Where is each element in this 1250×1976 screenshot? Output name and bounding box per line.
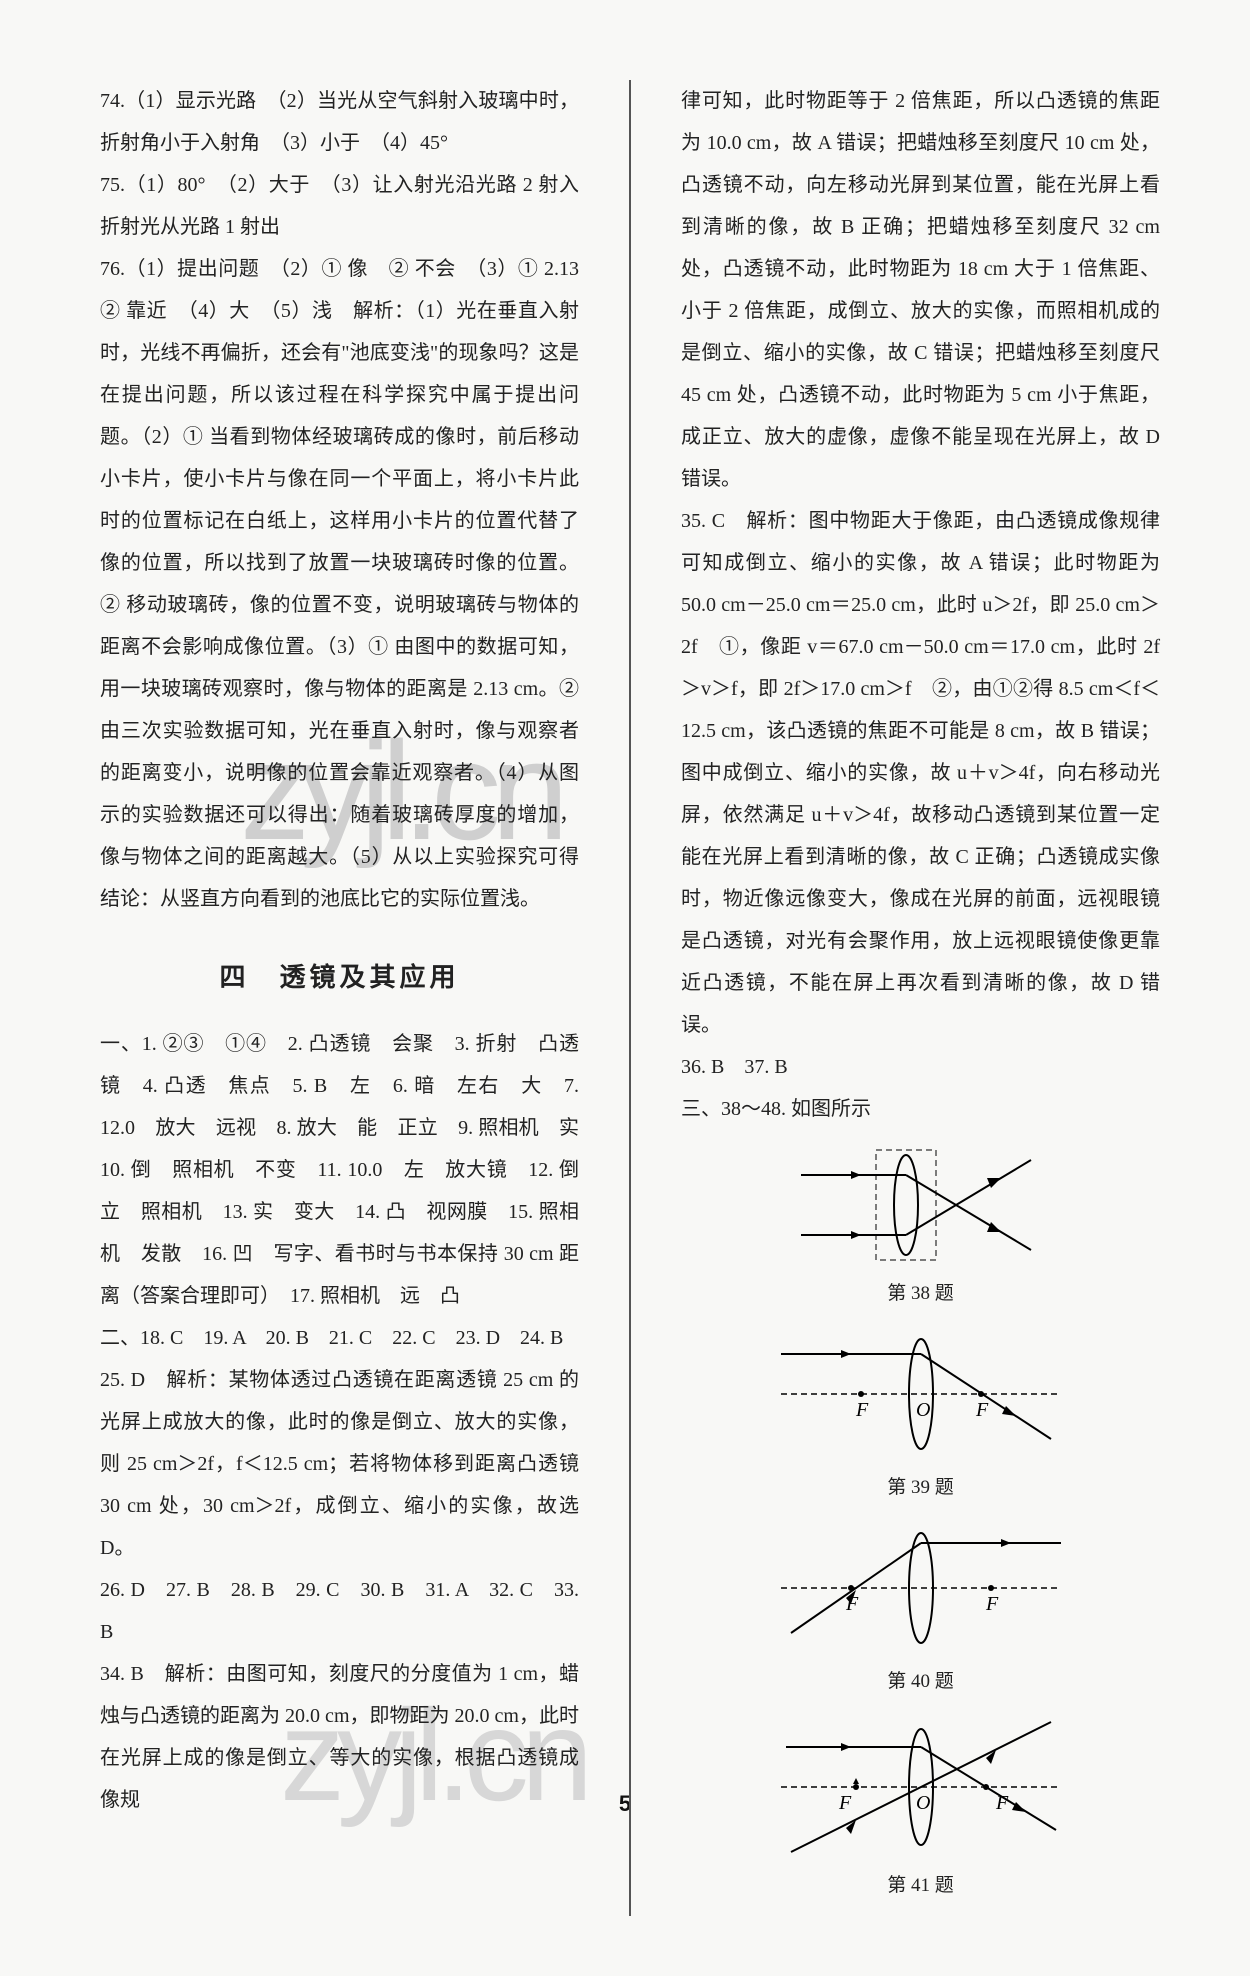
answer-35: 35. C 解析：图中物距大于像距，由凸透镜成像规律可知成倒立、缩小的实像，故 … <box>681 500 1160 1046</box>
answer-34: 34. B 解析：由图可知，刻度尺的分度值为 1 cm，蜡烛与凸透镜的距离为 2… <box>100 1653 579 1821</box>
figure-40-label: 第 40 题 <box>681 1662 1160 1702</box>
figure-41: F O F 第 41 题 <box>681 1712 1160 1906</box>
section-title-lenses: 四 透镜及其应用 <box>100 950 579 1005</box>
label-F-right-39: F <box>975 1399 989 1421</box>
figure-40: F F 第 40 题 <box>681 1518 1160 1702</box>
answer-74: 74.（1）显示光路 （2）当光从空气斜射入玻璃中时，折射角小于入射角 （3）小… <box>100 80 579 164</box>
part-a-answers: 一、1. ②③ ①④ 2. 凸透镜 会聚 3. 折射 凸透镜 4. 凸透 焦点 … <box>100 1023 579 1317</box>
answers-36-37: 36. B 37. B <box>681 1046 1160 1088</box>
figure-39-label: 第 39 题 <box>681 1468 1160 1508</box>
figure-41-label: 第 41 题 <box>681 1866 1160 1906</box>
answer-76: 76.（1）提出问题 （2）① 像 ② 不会 （3）① 2.13 ② 靠近 （4… <box>100 248 579 920</box>
label-F-left-39: F <box>855 1399 869 1421</box>
left-column: 74.（1）显示光路 （2）当光从空气斜射入玻璃中时，折射角小于入射角 （3）小… <box>100 80 579 1916</box>
answer-34-cont: 律可知，此时物距等于 2 倍焦距，所以凸透镜的焦距为 10.0 cm，故 A 错… <box>681 80 1160 500</box>
figure-39: F O F 第 39 题 <box>681 1324 1160 1508</box>
label-F-right-41: F <box>995 1792 1009 1814</box>
label-O-41: O <box>916 1792 930 1814</box>
label-F-right-40: F <box>985 1593 999 1615</box>
figure-38-label: 第 38 题 <box>681 1274 1160 1314</box>
column-divider <box>629 80 631 1916</box>
label-F-left-41: F <box>838 1792 852 1814</box>
right-column: 律可知，此时物距等于 2 倍焦距，所以凸透镜的焦距为 10.0 cm，故 A 错… <box>681 80 1160 1916</box>
answer-25: 25. D 解析：某物体透过凸透镜在距离透镜 25 cm 的光屏上成放大的像，此… <box>100 1359 579 1569</box>
answer-75: 75.（1）80° （2）大于 （3）让入射光沿光路 2 射入 折射光从光路 1… <box>100 164 579 248</box>
label-O-39: O <box>916 1399 930 1421</box>
figure-38: 第 38 题 <box>681 1140 1160 1314</box>
part-c-header: 三、38～48. 如图所示 <box>681 1088 1160 1130</box>
part-b-answers-2: 26. D 27. B 28. B 29. C 30. B 31. A 32. … <box>100 1569 579 1653</box>
part-b-answers-1: 二、18. C 19. A 20. B 21. C 22. C 23. D 24… <box>100 1317 579 1359</box>
